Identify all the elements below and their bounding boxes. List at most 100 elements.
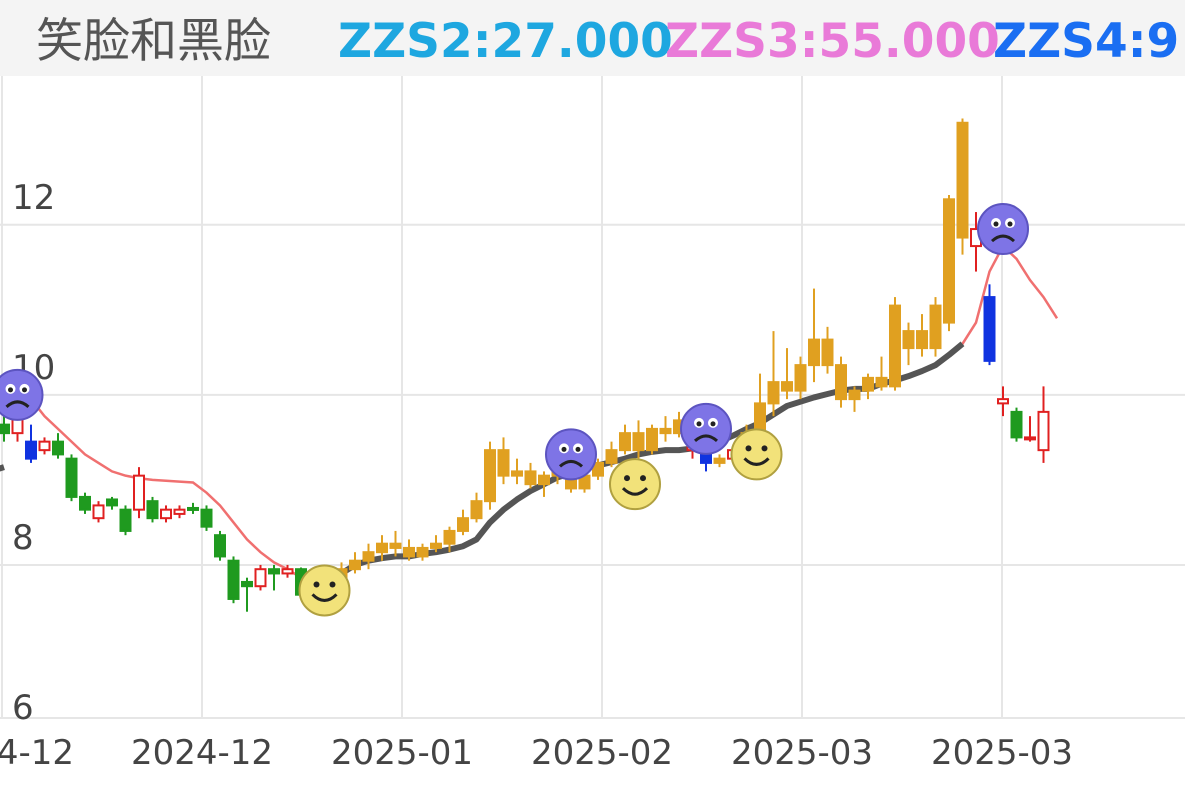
candle-body	[835, 364, 847, 401]
candle	[119, 505, 132, 536]
candle-body	[92, 504, 105, 520]
candle	[781, 348, 793, 400]
candle	[227, 556, 240, 604]
candle-body	[214, 534, 226, 558]
x-tick-label: 2025-01	[331, 733, 473, 773]
indicator-zzs4: ZZS4:9	[993, 14, 1180, 69]
candle	[862, 373, 874, 400]
candle-body	[538, 474, 550, 486]
grid	[0, 76, 1185, 719]
candle-body	[848, 389, 861, 401]
candle-body	[146, 500, 159, 520]
candle	[605, 441, 618, 468]
candle	[929, 297, 942, 357]
candle-body	[268, 568, 280, 575]
candle	[133, 467, 145, 519]
face-markers	[0, 203, 1029, 617]
candle-body	[227, 559, 240, 600]
candle-body	[875, 376, 888, 388]
candle	[349, 552, 361, 574]
candle	[416, 543, 429, 561]
candle	[214, 530, 226, 561]
candle-body	[794, 364, 807, 392]
candle	[484, 441, 496, 510]
candle-body	[484, 449, 496, 503]
candle	[592, 458, 604, 480]
candle	[713, 454, 726, 468]
candle	[254, 564, 267, 591]
ma-red-line	[3, 244, 1059, 584]
candle-body	[457, 517, 469, 532]
x-tick-label: 2025-03	[931, 733, 1073, 773]
candle-body	[0, 423, 10, 435]
candle	[376, 535, 388, 561]
candle-body	[25, 440, 37, 460]
candle-body	[187, 506, 199, 511]
candle-body	[160, 508, 172, 520]
candle	[632, 420, 645, 459]
candle-body	[362, 551, 375, 562]
candle	[916, 314, 928, 357]
candle	[38, 437, 51, 455]
x-tick-label: 2024-12	[131, 733, 273, 773]
candle-body	[389, 542, 402, 549]
frown-face-marker	[545, 428, 597, 481]
candle-body	[767, 381, 780, 405]
indicator-zzs3: ZZS3:55.000	[665, 14, 1000, 69]
frown-face-marker	[977, 203, 1029, 256]
candle-body	[443, 529, 456, 545]
candle-body	[713, 457, 726, 464]
x-tick-label: 2025-03	[731, 733, 873, 773]
candle	[443, 526, 456, 553]
candle	[160, 505, 172, 523]
indicator-zzs2: ZZS2:27.000	[338, 14, 673, 69]
candle	[1024, 416, 1036, 442]
candle	[0, 416, 10, 442]
candle-body	[592, 461, 604, 477]
candle	[146, 496, 159, 523]
candle	[65, 454, 78, 502]
candle	[430, 535, 442, 553]
candle	[457, 509, 469, 536]
candle-body	[1010, 410, 1023, 439]
candle	[646, 424, 658, 455]
candle-body	[632, 432, 645, 452]
candle-body	[619, 432, 631, 452]
candle-body	[349, 559, 361, 571]
candle	[794, 356, 807, 400]
candle	[497, 437, 510, 485]
candle-body	[38, 440, 51, 452]
candle	[889, 297, 901, 391]
candle	[268, 564, 280, 591]
candle-body	[983, 296, 996, 362]
candle	[79, 492, 91, 514]
candle-body	[65, 457, 78, 498]
candle-body	[862, 376, 874, 392]
candle	[362, 543, 375, 570]
candle	[1010, 407, 1023, 442]
candle	[241, 577, 253, 612]
candle	[848, 386, 861, 412]
candle-body	[106, 498, 118, 507]
candle	[835, 356, 847, 408]
smile-face-marker	[609, 458, 661, 511]
candle	[470, 492, 483, 523]
candle-body	[524, 470, 537, 486]
candle-body	[403, 546, 415, 558]
candle	[92, 501, 105, 523]
candle-body	[79, 495, 91, 511]
candle-body	[281, 568, 294, 575]
candle	[52, 433, 64, 459]
candle	[511, 458, 523, 485]
candle-body	[781, 381, 793, 392]
y-tick-label: 12	[12, 178, 55, 218]
smile-face-marker	[730, 428, 783, 481]
candle-body	[929, 304, 942, 350]
candle	[403, 539, 415, 561]
candle-body	[376, 542, 388, 554]
candle-body	[511, 470, 523, 477]
candle-body	[997, 398, 1009, 405]
candle-body	[659, 427, 672, 435]
